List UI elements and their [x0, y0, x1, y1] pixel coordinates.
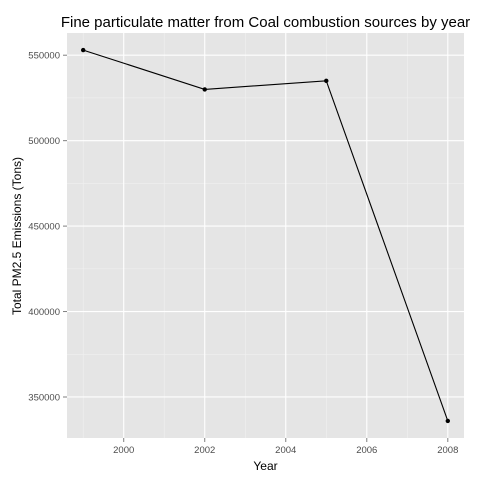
x-tick-label: 2006 [356, 445, 377, 456]
y-tick-label: 400000 [28, 307, 60, 318]
x-tick-label: 2004 [275, 445, 296, 456]
chart-title: Fine particulate matter from Coal combus… [61, 14, 470, 31]
y-tick-label: 500000 [28, 136, 60, 147]
y-tick-label: 550000 [28, 51, 60, 62]
y-tick-label: 350000 [28, 392, 60, 403]
y-axis-ticks: 350000 400000 450000 500000 550000 [28, 51, 67, 403]
data-point [81, 47, 86, 53]
x-tick-label: 2002 [194, 445, 215, 456]
data-point [324, 78, 329, 84]
minor-gridlines [67, 33, 464, 438]
data-point [445, 418, 450, 424]
data-point [202, 87, 207, 92]
x-tick-label: 2000 [113, 445, 134, 456]
series-group [81, 47, 450, 424]
major-gridlines [67, 33, 464, 438]
plot-panel [67, 33, 464, 438]
y-axis-title: Total PM2.5 Emissions (Tons) [10, 157, 24, 315]
series-line [83, 49, 449, 422]
x-tick-label: 2008 [437, 445, 458, 456]
y-tick-label: 450000 [28, 222, 60, 233]
x-axis-title: Year [253, 459, 277, 473]
x-axis-ticks: 2000 2002 2004 2006 2008 [113, 438, 458, 456]
